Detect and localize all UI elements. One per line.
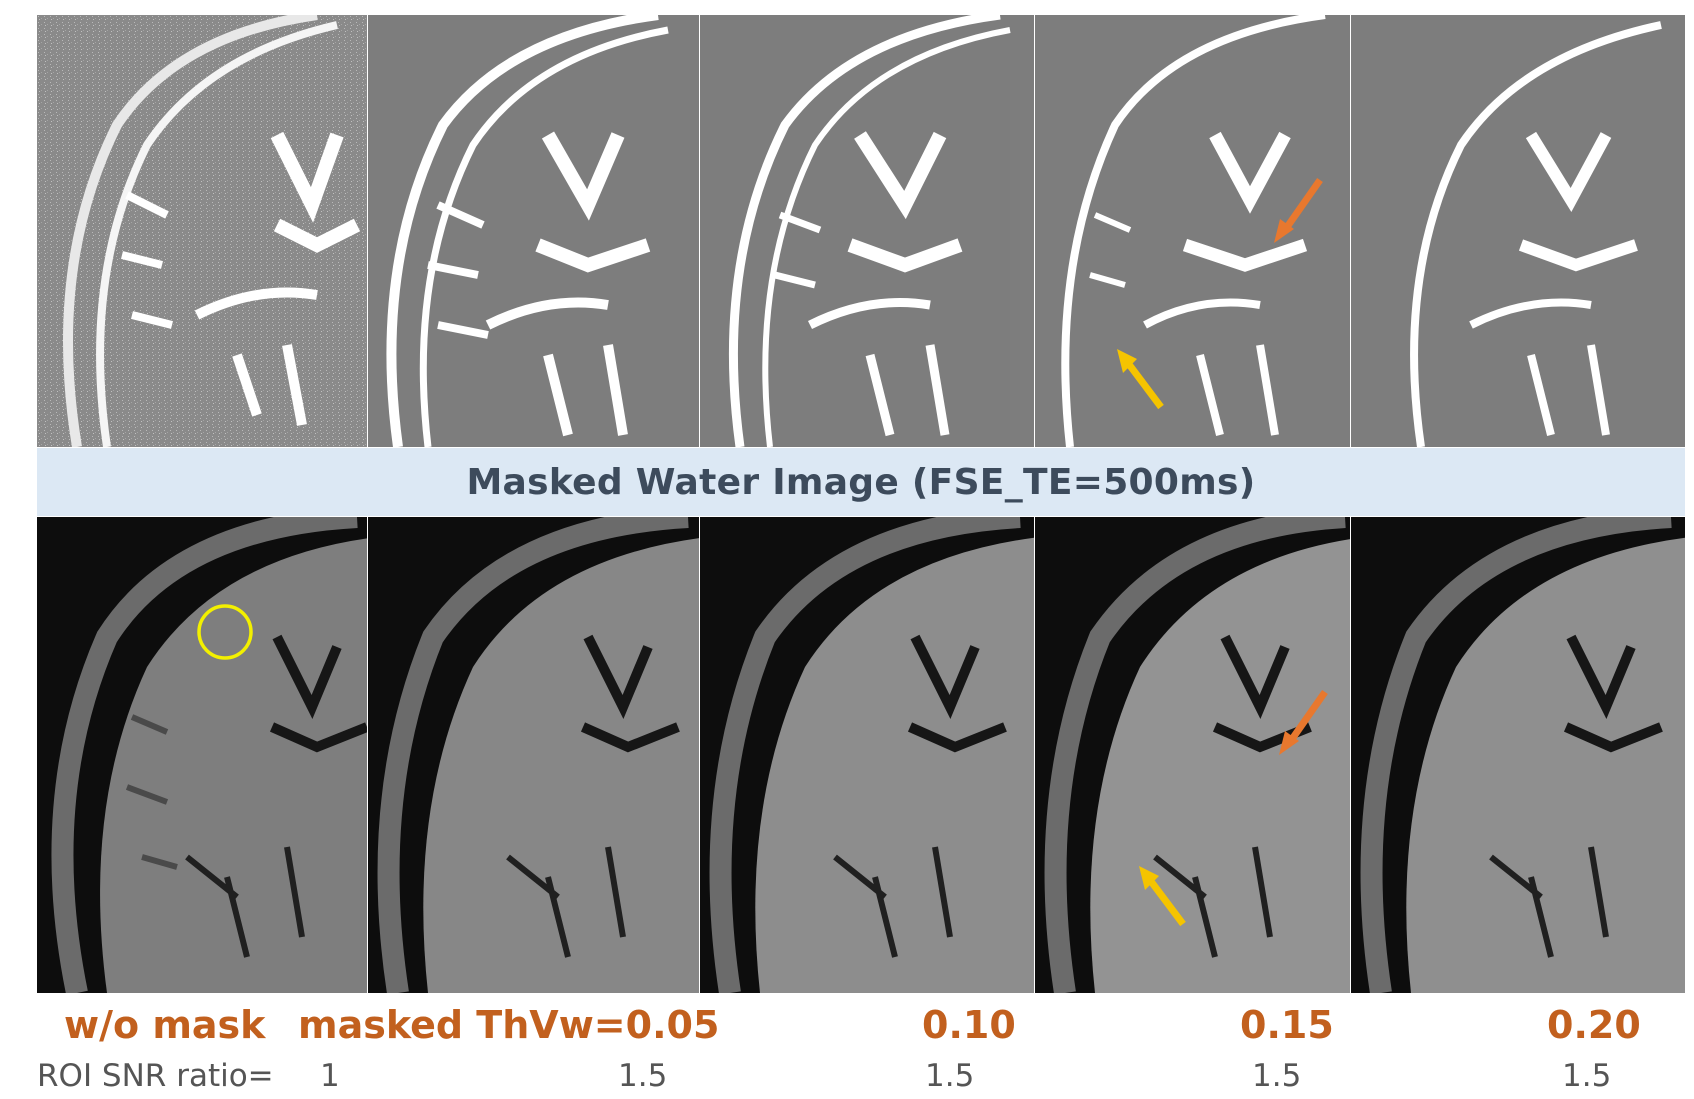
roi-circle-icon xyxy=(197,604,253,660)
banner-title: Masked Water Image (FSE_TE=500ms) xyxy=(466,461,1256,503)
water-image-wo-mask xyxy=(37,15,367,447)
snr-value-th-005: 1.5 xyxy=(618,1058,668,1094)
snr-value-wo-mask: 1 xyxy=(320,1058,340,1094)
label-masked-thvw: masked ThVw=0.05 xyxy=(298,1003,720,1047)
snr-value-th-020: 1.5 xyxy=(1562,1058,1612,1094)
orange-arrow-icon xyxy=(1274,177,1323,243)
section-banner: Masked Water Image (FSE_TE=500ms) xyxy=(37,448,1685,516)
orange-arrow-icon xyxy=(1279,689,1328,755)
water-image-th-010 xyxy=(700,15,1034,447)
snr-value-th-015: 1.5 xyxy=(1252,1058,1302,1094)
label-th-020: 0.20 xyxy=(1547,1003,1641,1047)
yellow-arrow-icon xyxy=(1139,866,1186,927)
label-wo-mask: w/o mask xyxy=(64,1003,266,1047)
snr-prefix: ROI SNR ratio= xyxy=(37,1058,274,1094)
water-image-th-005 xyxy=(368,15,699,447)
yellow-arrow-icon xyxy=(1117,349,1164,410)
label-th-010: 0.10 xyxy=(922,1003,1016,1047)
mr-image-wo-mask xyxy=(37,517,367,993)
water-image-th-015 xyxy=(1035,15,1350,447)
label-th-015: 0.15 xyxy=(1240,1003,1334,1047)
mr-image-th-005 xyxy=(368,517,699,993)
mr-image-th-010 xyxy=(700,517,1034,993)
water-image-th-020 xyxy=(1351,15,1685,447)
snr-value-th-010: 1.5 xyxy=(925,1058,975,1094)
mr-image-th-020 xyxy=(1351,517,1685,993)
mr-image-th-015 xyxy=(1035,517,1350,993)
